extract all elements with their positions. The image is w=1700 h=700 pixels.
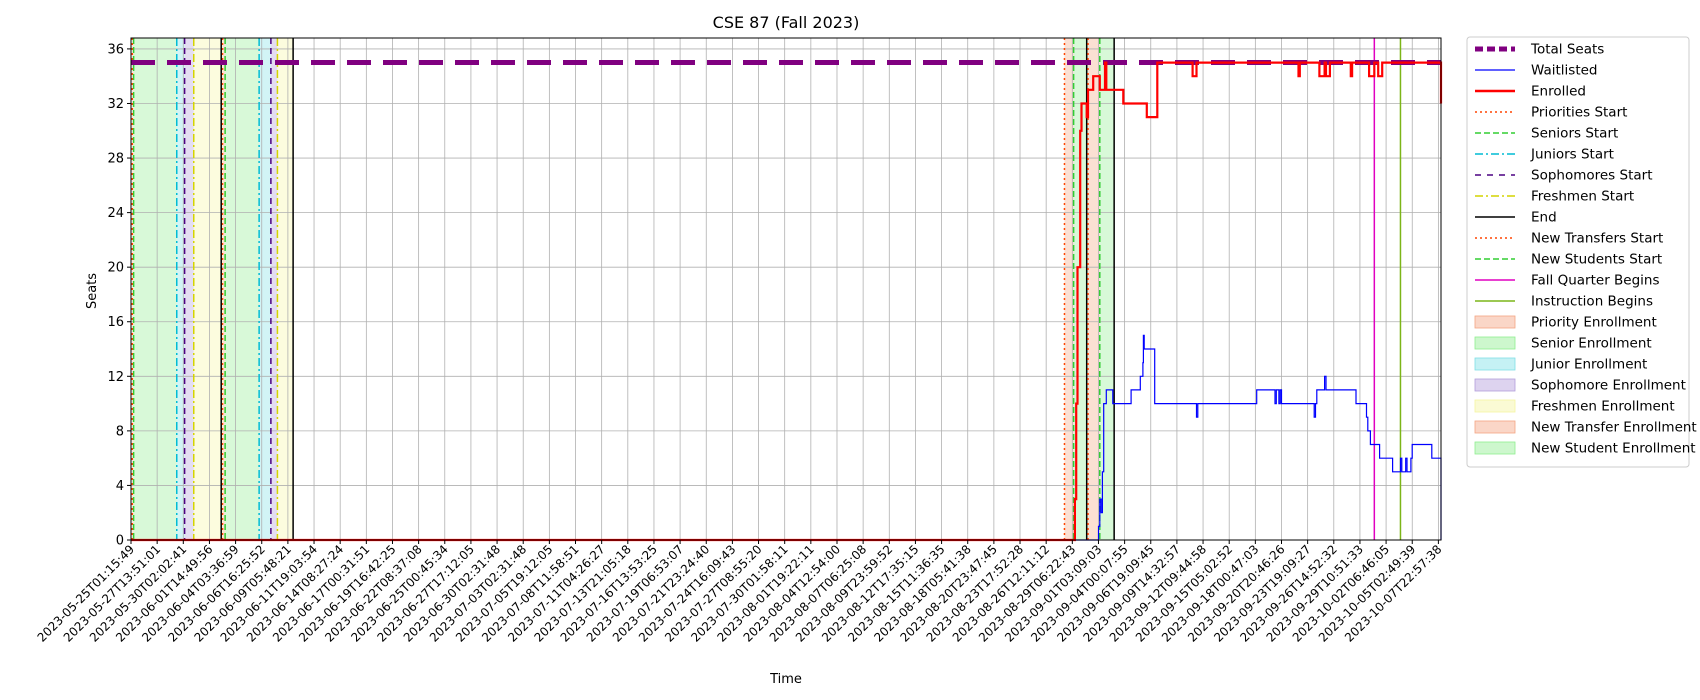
legend-label-senior-enrollment: Senior Enrollment: [1531, 336, 1652, 352]
legend-label-juniors-start: Juniors Start: [1530, 147, 1614, 163]
legend-box: [1466, 36, 1690, 468]
series-line-waitlisted: [131, 334, 1442, 541]
legend-label-freshmen-enrollment: Freshmen Enrollment: [1531, 399, 1675, 415]
y-tick-label-4: 16: [107, 315, 124, 330]
series-group: [131, 60, 1443, 542]
legend-label-priority-enrollment: Priority Enrollment: [1531, 315, 1657, 331]
legend-label-sophomores-start: Sophomores Start: [1531, 168, 1653, 184]
y-tick-label-9: 36: [107, 42, 124, 57]
x-axis-label: Time: [769, 672, 802, 687]
chart-title: CSE 87 (Fall 2023): [713, 13, 860, 32]
legend-label-new-transfer-enrollment: New Transfer Enrollment: [1531, 420, 1697, 436]
legend-label-freshmen-start: Freshmen Start: [1531, 189, 1634, 205]
legend-label-end: End: [1531, 210, 1557, 226]
y-tick-label-6: 24: [107, 206, 124, 221]
y-tick-label-3: 12: [107, 370, 124, 385]
y-axis-ticks: 0 4 8 12 16 20 24 28 32 36: [107, 42, 131, 549]
grid-group: [130, 38, 1441, 541]
phase-band-2: [176, 38, 185, 540]
y-tick-label-2: 8: [116, 424, 124, 439]
legend-label-new-student-enrollment: New Student Enrollment: [1531, 441, 1696, 457]
legend-swatch-new-transfer-enrollment: [1474, 420, 1516, 434]
legend-swatch-freshmen-enrollment: [1474, 399, 1516, 413]
phase-band-3: [184, 38, 194, 540]
phase-band-9: [277, 38, 294, 540]
y-tick-label-8: 32: [107, 97, 124, 112]
phase-band-5: [222, 38, 226, 540]
phase-shading-group: [132, 38, 1115, 540]
y-tick-label-0: 0: [116, 534, 124, 549]
x-axis-ticks: 2023-05-25T01:15:492023-05-27T13:51:0120…: [35, 540, 1445, 645]
legend-label-fall-quarter-begins: Fall Quarter Begins: [1531, 273, 1660, 289]
legend-label-total-seats: Total Seats: [1530, 42, 1604, 58]
phase-band-8: [270, 38, 278, 540]
phase-band-6: [225, 38, 260, 540]
plot-frame: [130, 37, 1442, 541]
y-tick-label-1: 4: [116, 479, 124, 494]
phase-marker-group: [131, 38, 1402, 540]
phase-band-1: [133, 38, 177, 540]
y-tick-label-7: 28: [107, 152, 124, 167]
legend-swatch-priority-enrollment: [1474, 315, 1516, 329]
phase-band-7: [259, 38, 271, 540]
series-line-enrolled: [131, 61, 1443, 542]
legend-swatch-junior-enrollment: [1474, 357, 1516, 371]
y-tick-label-5: 20: [107, 261, 124, 276]
legend-label-new-transfers-start: New Transfers Start: [1531, 231, 1663, 247]
legend-label-seniors-start: Seniors Start: [1531, 126, 1618, 142]
phase-band-4: [193, 38, 223, 540]
y-axis-label: Seats: [85, 273, 100, 309]
phase-band-13: [1099, 38, 1115, 540]
legend-swatch-sophomore-enrollment: [1474, 378, 1516, 392]
legend-label-sophomore-enrollment: Sophomore Enrollment: [1531, 378, 1686, 394]
legend-label-enrolled: Enrolled: [1531, 84, 1586, 100]
legend-label-waitlisted: Waitlisted: [1531, 63, 1598, 79]
legend-label-priorities-start: Priorities Start: [1531, 105, 1627, 121]
legend-label-junior-enrollment: Junior Enrollment: [1530, 357, 1647, 373]
phase-band-12: [1088, 38, 1100, 540]
legend-label-new-students-start: New Students Start: [1531, 252, 1662, 268]
legend-label-instruction-begins: Instruction Begins: [1531, 294, 1653, 310]
phase-band-10: [1064, 38, 1074, 540]
legend-swatch-new-student-enrollment: [1474, 441, 1516, 455]
legend-swatch-senior-enrollment: [1474, 336, 1516, 350]
legend: Total Seats Waitlisted Enrolled Priorities …: [1466, 36, 1697, 468]
